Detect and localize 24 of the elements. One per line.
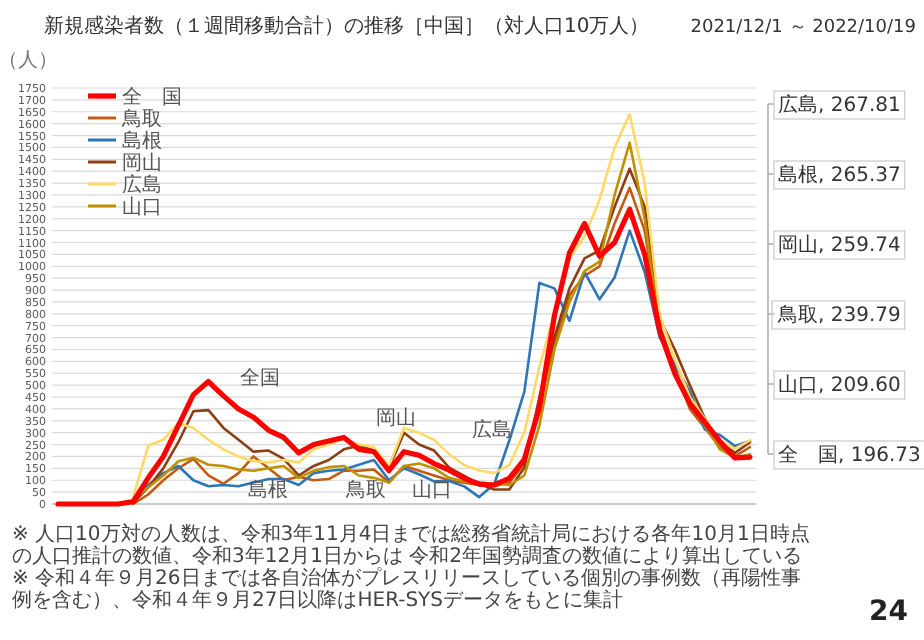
annotation: 広島 xyxy=(472,418,512,442)
legend-label: 島根 xyxy=(122,129,162,153)
annotation: 島根 xyxy=(248,478,288,502)
text: 島根, 265.37 xyxy=(778,163,901,187)
text: 山口, 209.60 xyxy=(778,373,901,397)
text: ※ 令和４年９月26日までは各自治体がプレスリリースしている個別の事例数（再陽性事例を含む）、令和４年９月27日以降はHER-SYSデータをもとに集計 xyxy=(12,568,803,612)
annotation: 全国 xyxy=(240,366,280,390)
legend-label: 岡山 xyxy=(122,151,162,175)
annotation: 山口 xyxy=(412,478,452,502)
annotation: 岡山 xyxy=(376,406,416,430)
text: 広島, 267.81 xyxy=(778,93,901,117)
annotation: 鳥取 xyxy=(344,478,386,502)
text: 岡山, 259.74 xyxy=(778,233,901,257)
text: 2021/12/1 ～ 2022/10/19 xyxy=(690,18,917,38)
legend-label: 鳥取 xyxy=(120,107,162,131)
text: ※ 人口10万対の人数は、令和3年11月4日までは総務省統計局における各年10月1日時点の人口推計の数値、令和3年12月1日からは 令和2年国勢調査の数値により算出している xyxy=(12,524,812,568)
text: 全 国, 196.73 xyxy=(778,443,921,467)
legend-label: 全 国 xyxy=(122,85,182,109)
text: 鳥取, 239.79 xyxy=(776,303,901,327)
y-axis-title: （人） xyxy=(0,50,58,72)
text: 24 xyxy=(869,596,908,628)
chart-title: 新規感染者数（１週間移動合計）の推移［中国］（対人口10万人） xyxy=(44,14,650,38)
legend-label: 広島 xyxy=(122,173,162,197)
legend-label: 山口 xyxy=(122,195,162,219)
